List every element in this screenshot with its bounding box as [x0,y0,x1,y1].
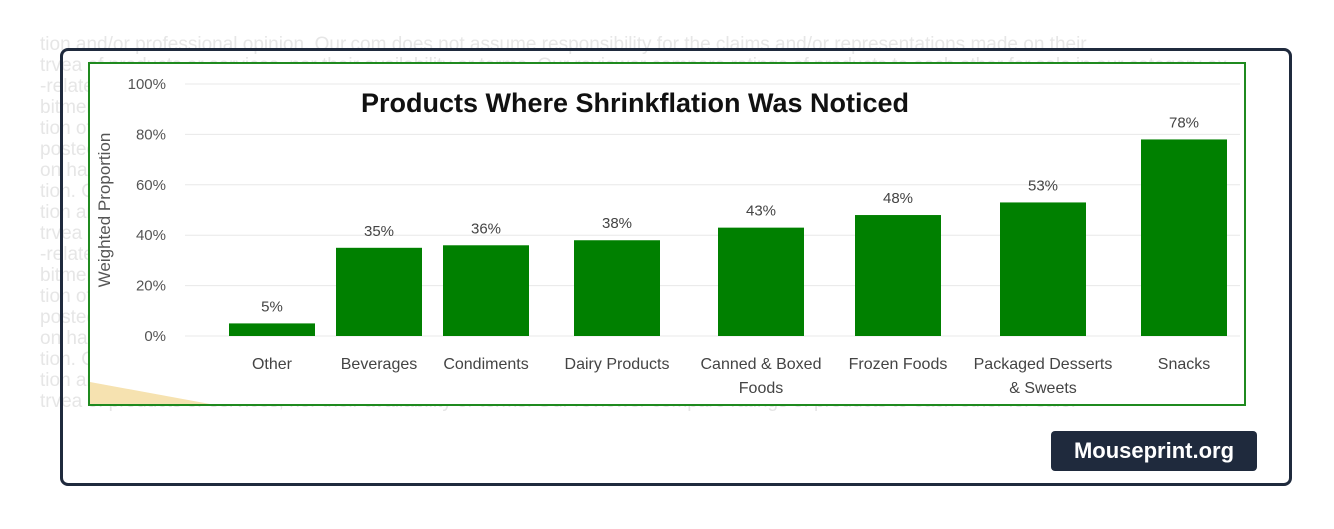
category-label: & Sweets [1009,380,1077,397]
bar [229,323,315,336]
data-label: 78% [1169,114,1199,131]
data-label: 5% [261,298,283,315]
chart-frame: 0% 20% 40% 60% 80% 100% Weighted Proportion Pro… [88,62,1246,406]
y-axis-label: Weighted Proportion [95,133,114,288]
chart-title: Products Where Shrinkflation Was Noticed [361,88,909,118]
category-label: Condiments [443,356,528,373]
bar-chart: 0% 20% 40% 60% 80% 100% Weighted Proportion Pro… [95,76,1240,397]
watermark-badge: Mouseprint.org [1051,431,1257,471]
y-tick-label: 0% [144,328,166,345]
bar [718,227,804,336]
data-label: 48% [883,190,913,207]
category-label: Canned & Boxed [701,356,822,373]
y-tick-label: 100% [128,76,166,93]
data-label: 35% [364,223,394,240]
category-label: Frozen Foods [849,356,948,373]
category-label: Packaged Desserts [974,356,1113,373]
decorative-corner-shape [90,382,210,404]
category-label: Dairy Products [565,356,670,373]
category-label: Foods [739,380,783,397]
bar [855,215,941,336]
y-tick-label: 20% [136,278,166,295]
y-tick-label: 80% [136,126,166,143]
category-label: Snacks [1158,356,1210,373]
bar [1000,202,1086,336]
y-tick-label: 60% [136,177,166,194]
data-label: 53% [1028,177,1058,194]
bar [574,240,660,336]
image-card [60,48,1292,486]
y-tick-label: 40% [136,227,166,244]
bar [1141,139,1227,336]
data-label: 38% [602,215,632,232]
category-label: Beverages [341,356,418,373]
category-label: Other [252,356,293,373]
bar [443,245,529,336]
bar [336,247,422,336]
data-label: 43% [746,203,776,220]
data-label: 36% [471,220,501,237]
